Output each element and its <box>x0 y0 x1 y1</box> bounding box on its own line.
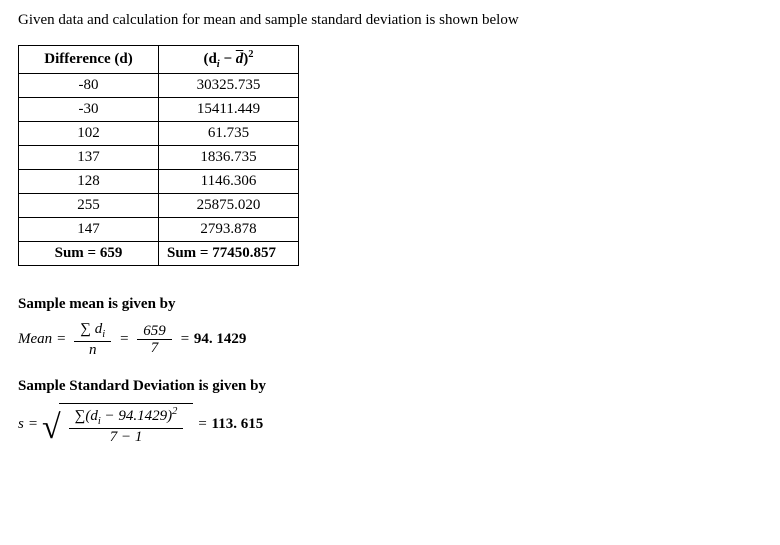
table-row: 1472793.878 <box>19 218 299 242</box>
mean-formula: Mean = ∑ di n = 659 7 = 94. 1429 <box>18 321 762 358</box>
cell-sq: 1146.306 <box>159 170 299 194</box>
cell-sq: 25875.020 <box>159 194 299 218</box>
cell-sq: 1836.735 <box>159 146 299 170</box>
sd-section: Sample Standard Deviation is given by s … <box>18 378 762 445</box>
sum-sq: Sum = 77450.857 <box>159 242 299 266</box>
sd-title: Sample Standard Deviation is given by <box>18 378 762 395</box>
cell-sq: 30325.735 <box>159 74 299 98</box>
table-row: 1281146.306 <box>19 170 299 194</box>
table-row: -3015411.449 <box>19 98 299 122</box>
col2-header: (di − d)2 <box>159 46 299 74</box>
mean-section: Sample mean is given by Mean = ∑ di n = … <box>18 296 762 358</box>
cell-d: 128 <box>19 170 159 194</box>
table-row: 10261.735 <box>19 122 299 146</box>
sum-row: Sum = 659Sum = 77450.857 <box>19 242 299 266</box>
cell-d: 147 <box>19 218 159 242</box>
cell-d: -80 <box>19 74 159 98</box>
cell-sq: 15411.449 <box>159 98 299 122</box>
table-row: 1371836.735 <box>19 146 299 170</box>
mean-title: Sample mean is given by <box>18 296 762 313</box>
cell-d: 102 <box>19 122 159 146</box>
sqrt-icon: √ <box>42 411 61 445</box>
cell-d: 137 <box>19 146 159 170</box>
col1-header: Difference (d) <box>19 46 159 74</box>
table-row: 25525875.020 <box>19 194 299 218</box>
sd-formula: s = √ ∑(di − 94.1429)2 7 − 1 = 113. 615 <box>18 403 762 445</box>
cell-sq: 2793.878 <box>159 218 299 242</box>
cell-d: 255 <box>19 194 159 218</box>
data-table: Difference (d) (di − d)2 -8030325.735-30… <box>18 45 299 266</box>
intro-text: Given data and calculation for mean and … <box>18 12 762 29</box>
sum-d: Sum = 659 <box>19 242 159 266</box>
cell-sq: 61.735 <box>159 122 299 146</box>
table-row: -8030325.735 <box>19 74 299 98</box>
cell-d: -30 <box>19 98 159 122</box>
